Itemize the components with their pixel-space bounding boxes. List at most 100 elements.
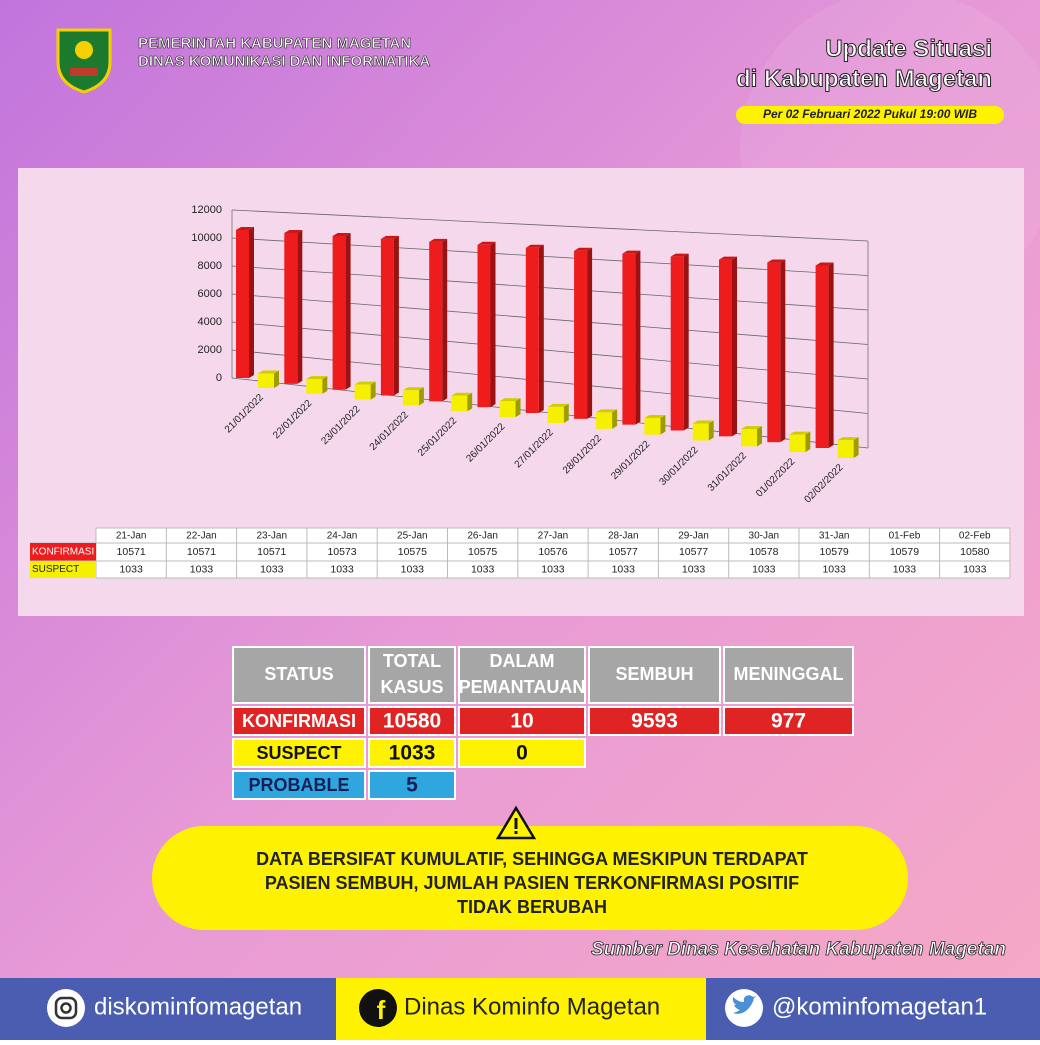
status-table: STATUS TOTAL KASUS DALAM PEMANTAUAN SEMBUH MEN… [232,646,854,800]
table-value: 10571 [257,546,286,558]
table-value: 10573 [327,546,356,558]
column-label: 02-Feb [959,531,991,542]
column-label: 23-Jan [256,531,287,542]
bar-front [477,244,491,408]
y-tick-label: 4000 [198,316,222,328]
bar-side [322,376,328,394]
table-value: 1033 [893,563,917,575]
bar-front [451,395,468,412]
bar-side [780,259,786,443]
source: Sumber Dinas Kesehatan Kabupaten Magetan [591,939,1006,960]
notice-text: DATA BERSIFAT KUMULATIF, SEHINGGA MESKIP… [256,849,808,869]
title: di Kabupaten Magetan [736,65,992,92]
bar [451,392,473,412]
column-label: 31-Jan [819,531,850,542]
notice-box [152,826,908,930]
header-text: MENINGGAL [734,664,844,684]
bar [719,256,737,437]
cell [232,706,366,736]
table-value: 1033 [682,563,706,575]
row-label-bg [30,561,96,578]
bar [525,244,544,413]
header-cell [723,646,854,704]
cell [588,706,721,736]
bar-front [429,241,443,402]
bar-side [805,431,811,453]
bar-front [596,412,613,429]
footer-text: Dinas Kominfo Magetan [404,993,660,1020]
grid-line [231,209,869,242]
status-value: 977 [771,710,806,733]
column-label: 28-Jan [608,531,639,542]
bar-top [284,229,303,233]
table-value: 1033 [471,563,495,575]
column-label: 01-Feb [889,531,921,542]
bar-top [525,244,544,248]
header-cell [368,646,456,704]
bar-front [236,230,249,378]
bar-top [670,253,689,257]
bar [236,227,254,378]
table-value: 10580 [960,546,989,558]
notice-text: TIDAK BERUBAH [457,897,607,917]
table-value: 1033 [401,563,425,575]
bar-top [258,370,279,374]
cell [458,706,586,736]
bar-front [719,259,732,437]
bar [258,370,279,388]
bar-side [393,235,399,396]
bar [332,232,351,390]
bar-top [574,247,593,251]
bar [354,381,376,400]
status-label: KONFIRMASI [242,711,356,731]
status-value: 10580 [383,710,441,733]
table-value: 10575 [398,546,427,558]
column-label: 30-Jan [749,531,780,542]
bar-top [477,241,496,245]
row-label: SUSPECT [32,564,79,575]
table-bg [95,527,1011,579]
table-value: 10577 [679,546,708,558]
bar-side [515,398,521,418]
bar-side [467,392,473,412]
instagram-icon [47,989,85,1027]
bar-top [429,238,448,242]
bar-side [563,403,569,423]
bar-side [587,247,593,419]
table-value: 1033 [752,563,776,575]
date: Per 02 Februari 2022 Pukul 19:00 WIB [763,107,977,121]
table-value: 10571 [117,546,146,558]
bar-top [837,437,859,441]
bar [547,403,569,423]
bar-top [692,420,714,424]
bar-front [767,262,781,443]
bar [692,420,714,441]
bar [380,235,399,396]
bar-top [789,431,811,435]
warning-icon [495,805,537,840]
cell [232,738,366,768]
bar-side [249,227,254,378]
bar-side [853,437,859,458]
header-cell [588,646,721,704]
bar-side [274,370,279,388]
bar-top [499,398,521,402]
title: Update Situasi [825,35,992,62]
table-value: 1033 [963,563,987,575]
bar [477,241,496,408]
org-name: PEMERINTAH KABUPATEN MAGETAN [138,35,411,52]
table-value: 1033 [190,563,214,575]
y-tick-label: 0 [216,372,222,384]
column-label: 22-Jan [186,531,217,542]
bar [767,259,786,443]
table-value: 1033 [119,563,143,575]
bar-side [370,381,376,400]
bar-side [683,253,689,431]
header-text: PEMANTAUAN [459,677,586,697]
cell [723,706,854,736]
bar-front [837,440,854,458]
bar-top [741,426,762,430]
bar-top [644,414,666,418]
